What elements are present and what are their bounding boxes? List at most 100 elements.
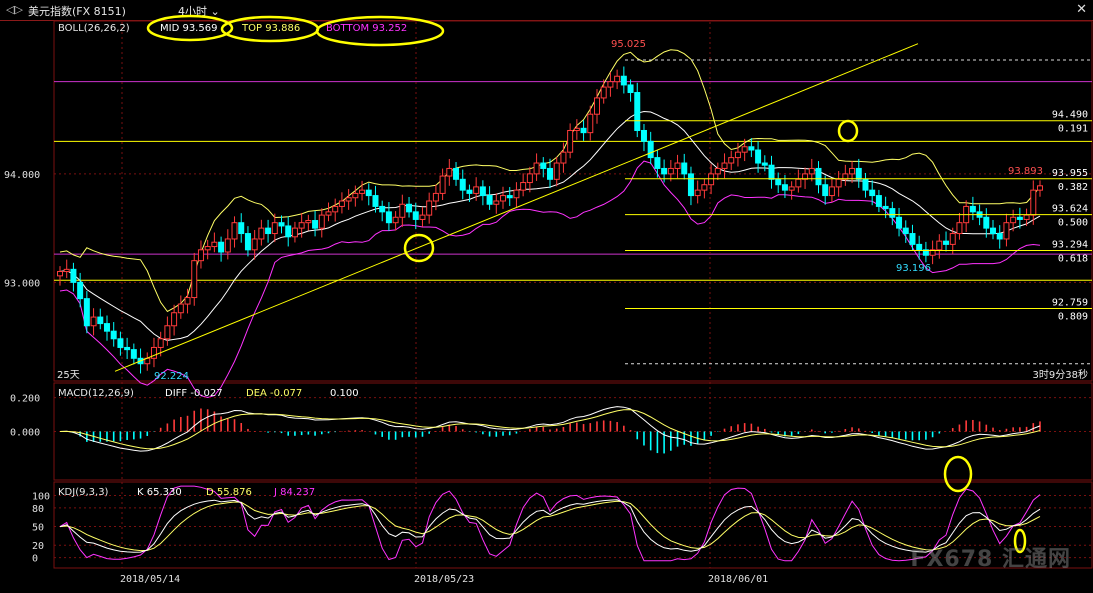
candle-body [936, 240, 943, 251]
candle-body [298, 222, 305, 229]
macd-dea-line [59, 409, 1041, 450]
candle-body [1030, 189, 1037, 216]
candle-body [57, 271, 63, 277]
candle-body [808, 167, 815, 175]
close-icon[interactable]: ✕ [1076, 2, 1087, 17]
boll-mid-label: MID 93.569 [160, 23, 217, 34]
candle-body [345, 197, 352, 202]
menu-icon[interactable]: ◁▷ [6, 3, 23, 16]
fib-price-label: 93.955 [1052, 168, 1088, 179]
period-label: 4小时 [178, 5, 207, 18]
candle-body [828, 186, 835, 197]
candle-body [969, 205, 976, 213]
candle-body [990, 227, 997, 235]
candle-body [714, 167, 721, 175]
annotation-high: 95.025 [611, 39, 646, 50]
fib-price-label: 93.294 [1052, 239, 1088, 250]
fib-ratio-label: 0.191 [1058, 124, 1088, 135]
candle-body [916, 243, 923, 251]
candle-body [748, 146, 755, 151]
candle-body [312, 220, 319, 229]
candle-body [124, 346, 131, 351]
candle-body [359, 189, 366, 194]
boll-bottom-label: BOTTOM 93.252 [326, 23, 407, 34]
fib-price-label: 93.624 [1052, 204, 1088, 215]
candle-body [721, 162, 728, 169]
macd-dea-label: DEA -0.077 [246, 388, 302, 399]
candle-body [795, 178, 802, 188]
price-y-tick-label: 94.000 [4, 170, 40, 181]
candle-body [466, 189, 473, 194]
candle-body [218, 241, 225, 253]
candle-body [956, 222, 963, 235]
candle-body [385, 211, 392, 224]
candle-body [439, 175, 446, 194]
candle-body [338, 200, 345, 207]
candle-body [265, 227, 272, 235]
candle-body [896, 216, 903, 229]
date-tick-label: 2018/05/23 [414, 574, 474, 585]
candle-body [929, 249, 936, 256]
candle-body [117, 338, 124, 348]
candle-body [687, 173, 694, 197]
candle-body [251, 238, 258, 251]
candle-body [835, 178, 842, 188]
candle-body [204, 246, 211, 251]
candle-body [761, 162, 768, 166]
candle-body [506, 195, 513, 199]
macd-value-label: 0.100 [330, 388, 359, 399]
candle-body [446, 167, 453, 177]
candle-body [533, 162, 540, 175]
boll-mid-line [59, 110, 1041, 341]
candle-body [580, 127, 587, 134]
fib-ratio-label: 0.809 [1058, 312, 1088, 323]
candle-body [224, 238, 231, 253]
candle-body [614, 75, 621, 83]
candle-body [164, 325, 171, 340]
candle-body [909, 233, 916, 245]
candle-body [285, 225, 292, 238]
candle-body [768, 164, 775, 180]
candle-body [479, 186, 486, 197]
candle-body [1037, 185, 1043, 191]
highlight-bottom [315, 15, 445, 47]
candle-body [171, 312, 178, 327]
kdj-d-label: D 55.876 [206, 487, 252, 498]
candle-body [1016, 216, 1023, 220]
candle-body [788, 186, 795, 191]
candle-body [197, 249, 204, 262]
trend-line [114, 43, 919, 372]
highlight-trend-touch [403, 233, 435, 263]
candle-body [500, 195, 507, 202]
candle-body [70, 268, 77, 283]
candle-body [318, 214, 325, 229]
candle-body [1010, 216, 1017, 224]
kdj-panel-frame [53, 481, 1093, 569]
candle-body [681, 162, 688, 175]
candle-body [728, 157, 735, 164]
candle-body [607, 81, 614, 88]
candle-body [412, 211, 419, 220]
candle-body [996, 233, 1003, 240]
candle-body [426, 200, 433, 216]
candle-body [822, 184, 829, 197]
candle-body [83, 298, 90, 327]
candle-body [701, 184, 708, 191]
candle-body [708, 173, 715, 186]
candle-body [392, 216, 399, 224]
candle-body [184, 297, 191, 305]
candle-body [815, 167, 822, 186]
candle-body [573, 127, 580, 131]
candle-body [372, 195, 379, 207]
highlight-macd-cross [943, 455, 973, 493]
price-y-tick-label: 93.000 [4, 278, 40, 289]
macd-name: MACD(12,26,9) [58, 388, 134, 399]
candle-body [647, 140, 654, 159]
candle-body [560, 151, 567, 164]
fib-price-label: 94.490 [1052, 110, 1088, 121]
kdj-y-tick-label: 100 [32, 491, 50, 502]
period-selector[interactable]: 4小时 ⌄ [178, 5, 220, 18]
candle-body [278, 222, 285, 227]
candle-body [379, 205, 386, 213]
